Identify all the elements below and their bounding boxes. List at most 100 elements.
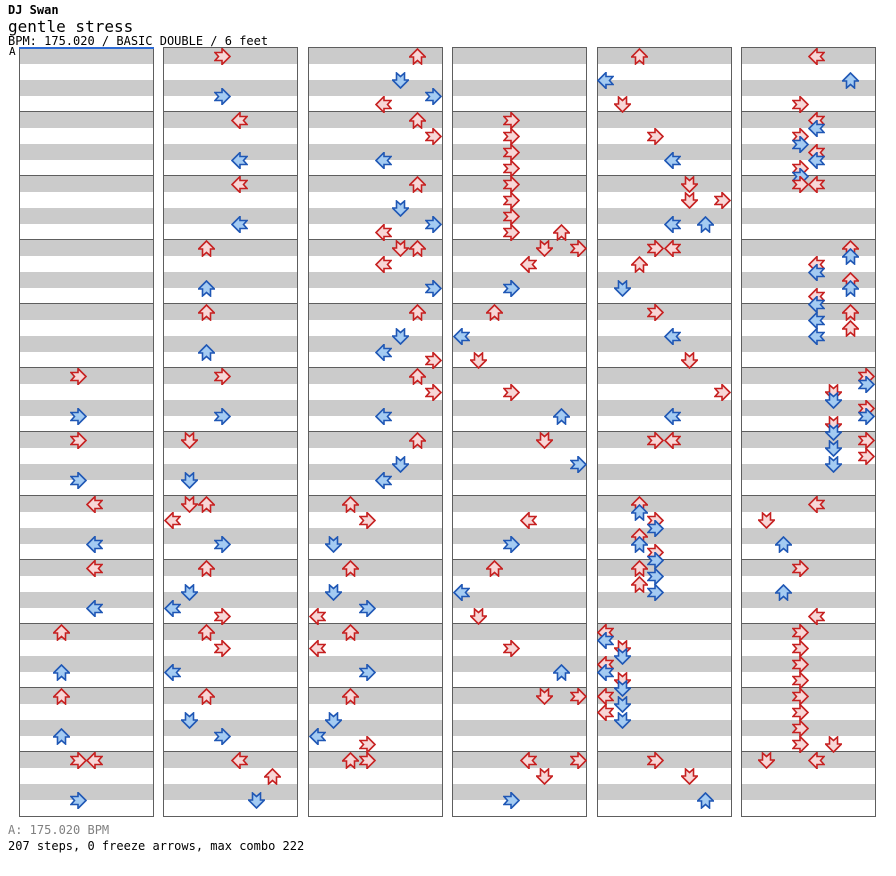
measure-line xyxy=(164,623,298,624)
note-arrow-up xyxy=(775,535,793,553)
note-arrow-left xyxy=(164,663,182,681)
note-arrow-down xyxy=(825,415,843,433)
note-arrow-left xyxy=(375,95,393,113)
note-arrow-right xyxy=(714,383,732,401)
measure-line xyxy=(742,111,875,112)
note-arrow-down xyxy=(825,735,843,753)
measure-line xyxy=(742,495,875,496)
note-arrow-down xyxy=(180,583,198,601)
note-arrow-up xyxy=(630,255,648,273)
note-arrow-down xyxy=(614,671,632,689)
note-arrow-right xyxy=(647,567,665,585)
note-arrow-right xyxy=(214,367,232,385)
note-arrow-up xyxy=(841,303,859,321)
note-arrow-right xyxy=(791,135,809,153)
measure-line xyxy=(308,623,442,624)
note-arrow-left xyxy=(86,751,104,769)
note-arrow-down xyxy=(825,439,843,457)
note-arrow-down xyxy=(180,471,198,489)
measure-line xyxy=(20,431,153,432)
note-arrow-right xyxy=(647,239,665,257)
note-arrow-left xyxy=(164,599,182,617)
measure-line xyxy=(20,175,153,176)
note-arrow-right xyxy=(503,383,521,401)
note-arrow-left xyxy=(597,687,615,705)
note-arrow-up xyxy=(408,303,426,321)
note-arrow-down xyxy=(391,199,409,217)
measure-line xyxy=(453,175,587,176)
note-arrow-up xyxy=(408,47,426,65)
note-arrow-up xyxy=(341,559,359,577)
note-arrow-up xyxy=(341,495,359,513)
measure-line xyxy=(453,623,587,624)
measure-line xyxy=(308,495,442,496)
note-arrow-up xyxy=(197,623,215,641)
note-arrow-down xyxy=(680,351,698,369)
measure-line xyxy=(20,367,153,368)
note-arrow-right xyxy=(791,95,809,113)
measure-line xyxy=(742,559,875,560)
note-arrow-up xyxy=(775,583,793,601)
note-arrow-left xyxy=(453,327,471,345)
chart-column xyxy=(307,47,443,817)
note-arrow-right xyxy=(858,375,876,393)
note-arrow-down xyxy=(614,639,632,657)
note-arrow-right xyxy=(69,471,87,489)
measure-line xyxy=(453,687,587,688)
note-arrow-up xyxy=(408,367,426,385)
note-arrow-right xyxy=(569,455,587,473)
note-arrow-left xyxy=(597,703,615,721)
measure-line xyxy=(597,623,731,624)
measure-line xyxy=(597,239,731,240)
note-arrow-down xyxy=(825,391,843,409)
note-arrow-down xyxy=(614,711,632,729)
chart-column xyxy=(163,47,299,817)
note-arrow-up xyxy=(486,303,504,321)
measure-line xyxy=(597,687,731,688)
note-arrow-right xyxy=(569,687,587,705)
note-arrow-left xyxy=(664,431,682,449)
note-arrow-right xyxy=(647,751,665,769)
measure-line xyxy=(20,623,153,624)
note-arrow-left xyxy=(86,535,104,553)
note-arrow-right xyxy=(425,87,443,105)
note-arrow-right xyxy=(425,127,443,145)
note-arrow-right xyxy=(791,639,809,657)
note-arrow-left xyxy=(808,311,826,329)
note-arrow-up xyxy=(408,239,426,257)
note-arrow-left xyxy=(808,175,826,193)
note-arrow-right xyxy=(791,175,809,193)
note-arrow-left xyxy=(86,495,104,513)
note-arrow-down xyxy=(536,767,554,785)
bpm-legend: A: 175.020 BPM xyxy=(8,823,110,837)
measure-line xyxy=(164,175,298,176)
note-arrow-down xyxy=(325,535,343,553)
note-arrow-down xyxy=(825,383,843,401)
note-arrow-right xyxy=(69,407,87,425)
note-arrow-right xyxy=(503,191,521,209)
measure-line xyxy=(742,687,875,688)
note-arrow-right xyxy=(69,791,87,809)
measure-line xyxy=(453,239,587,240)
measure-line xyxy=(308,239,442,240)
measure-line xyxy=(742,303,875,304)
measure-line xyxy=(308,367,442,368)
note-arrow-right xyxy=(858,407,876,425)
note-arrow-left xyxy=(519,751,537,769)
note-arrow-left xyxy=(597,663,615,681)
note-arrow-left xyxy=(808,263,826,281)
measure-line xyxy=(20,111,153,112)
measure-line xyxy=(453,367,587,368)
note-arrow-left xyxy=(164,511,182,529)
note-arrow-up xyxy=(486,559,504,577)
note-arrow-up xyxy=(341,751,359,769)
measure-line xyxy=(453,751,587,752)
note-arrow-up xyxy=(408,111,426,129)
note-arrow-up xyxy=(553,223,571,241)
note-arrow-up xyxy=(197,343,215,361)
note-arrow-up xyxy=(553,407,571,425)
note-arrow-right xyxy=(358,511,376,529)
note-arrow-left xyxy=(86,599,104,617)
note-arrow-up xyxy=(197,495,215,513)
note-arrow-left xyxy=(808,295,826,313)
